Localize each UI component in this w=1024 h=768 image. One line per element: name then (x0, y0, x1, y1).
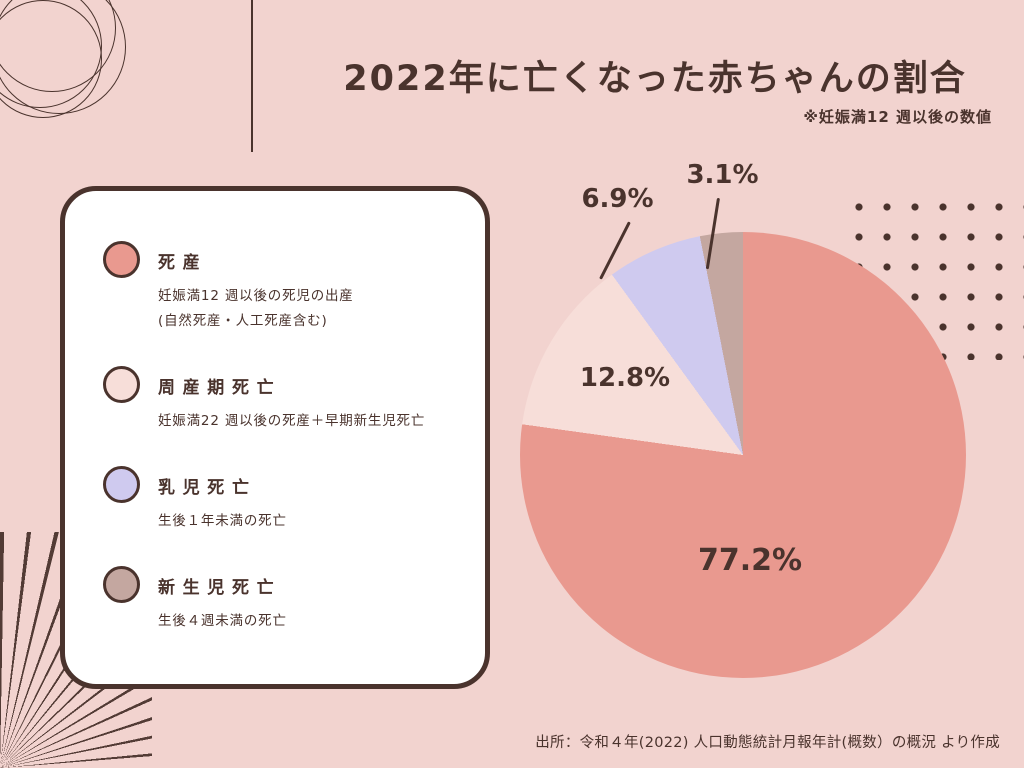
title-footnote: ※妊娠満12 週以後の数値 (803, 108, 992, 126)
legend-item-infant-death: 乳児死亡 生後１年未満の死亡 (103, 465, 449, 534)
legend-label: 乳児死亡 (158, 477, 257, 498)
legend-text: 死産 妊娠満12 週以後の死児の出産 (自然死産・人工死産含む) (158, 241, 354, 334)
legend-description: 生後４週未満の死亡 (158, 612, 287, 629)
pie-percent-label-infant-death: 6.9% (581, 184, 654, 214)
legend-description: 妊娠満12 週以後の死児の出産 (158, 288, 354, 304)
legend-item-stillbirth: 死産 妊娠満12 週以後の死児の出産 (自然死産・人工死産含む) (103, 241, 449, 334)
pie-percent-label-perinatal-death: 12.8% (579, 363, 671, 393)
legend-text: 乳児死亡 生後１年未満の死亡 (158, 466, 287, 534)
legend-text: 周産期死亡 妊娠満22 週以後の死産＋早期新生児死亡 (158, 366, 425, 434)
pie-percent-label-stillbirth: 77.2% (697, 543, 803, 578)
legend-card: 死産 妊娠満12 週以後の死児の出産 (自然死産・人工死産含む) 周産期死亡 妊… (60, 186, 490, 689)
legend-label: 周産期死亡 (158, 377, 282, 398)
legend-description: 生後１年未満の死亡 (158, 512, 287, 529)
legend-item-perinatal-death: 周産期死亡 妊娠満22 週以後の死産＋早期新生児死亡 (103, 365, 449, 434)
page-title: 2022年に亡くなった赤ちゃんの割合 (343, 59, 967, 99)
legend-swatch-neonatal-death (103, 565, 140, 603)
legend-swatch-infant-death (103, 465, 140, 503)
legend-label: 新生児死亡 (158, 577, 282, 598)
legend-description: (自然死産・人工死産含む) (158, 312, 328, 329)
decorative-vertical-line (251, 0, 253, 152)
legend-swatch-stillbirth (103, 241, 140, 278)
pie-percent-label-neonatal-death: 3.1% (686, 160, 759, 190)
pie-chart (520, 232, 966, 678)
legend-swatch-perinatal-death (103, 365, 140, 403)
legend-item-neonatal-death: 新生児死亡 生後４週未満の死亡 (103, 565, 449, 634)
source-citation: 出所：令和４年(2022) 人口動態統計月報年計(概数）の概況 より作成 (535, 735, 1000, 751)
legend-label: 死産 (158, 253, 208, 273)
legend-description: 妊娠満22 週以後の死産＋早期新生児死亡 (158, 412, 426, 429)
legend-text: 新生児死亡 生後４週未満の死亡 (158, 566, 287, 634)
